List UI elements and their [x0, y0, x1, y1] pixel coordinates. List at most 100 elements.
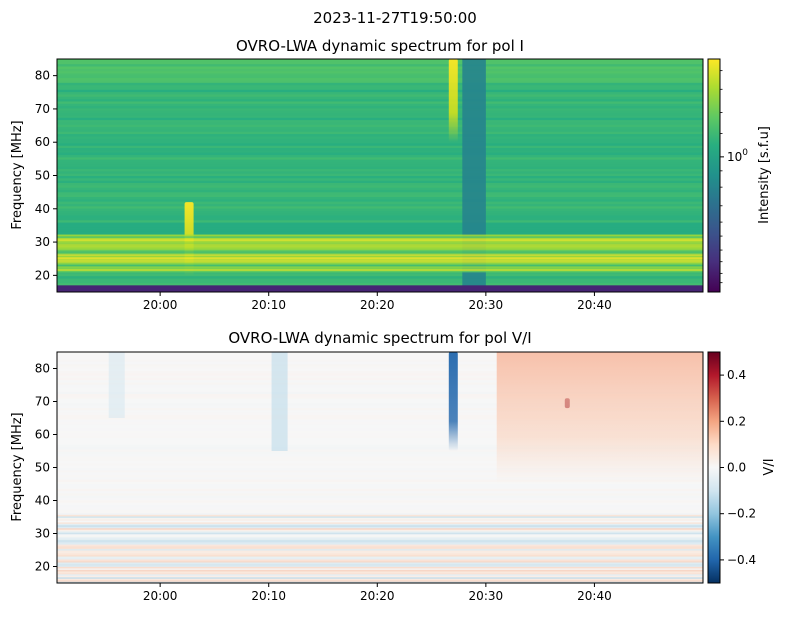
heatmap-row [57, 504, 703, 508]
rfi-stripe [57, 252, 703, 255]
heatmap-row [57, 271, 703, 274]
heatmap-row [57, 412, 703, 415]
x-tick-label: 20:10 [251, 589, 286, 603]
heatmap-row [57, 458, 703, 462]
heatmap-row [57, 75, 703, 79]
heatmap-row [57, 449, 703, 452]
x-tick-label: 20:00 [143, 298, 178, 312]
heatmap-row [57, 352, 703, 355]
panel-pol-i-title: OVRO-LWA dynamic spectrum for pol I [236, 37, 524, 55]
heatmap-row [57, 453, 703, 457]
rfi-stripe [57, 529, 703, 532]
heatmap-row [57, 382, 703, 385]
heatmap-row [57, 435, 703, 438]
heatmap-row [57, 423, 703, 427]
figure-suptitle: 2023-11-27T19:50:00 [313, 9, 477, 27]
rfi-stripe [57, 516, 703, 518]
heatmap-row [57, 77, 703, 81]
heatmap-row [57, 86, 703, 90]
y-tick-label: 50 [35, 169, 50, 183]
heatmap-row [57, 379, 703, 383]
heatmap-row [57, 509, 703, 512]
rfi-stripe [57, 237, 703, 240]
heatmap-row [57, 273, 703, 277]
heatmap-row [57, 219, 703, 223]
heatmap-row [57, 180, 703, 183]
rfi-stripe [57, 566, 703, 569]
heatmap-row [57, 201, 703, 204]
x-tick-label: 20:30 [469, 298, 504, 312]
heatmap-row [57, 105, 703, 109]
rfi-stripe [57, 539, 703, 542]
heatmap-row [57, 416, 703, 420]
rfi-stripe [57, 257, 703, 259]
heatmap-row [57, 229, 703, 232]
heatmap-row [57, 61, 703, 65]
heatmap-row [57, 418, 703, 422]
heatmap-row [57, 84, 703, 88]
heatmap-row [57, 368, 703, 371]
rfi-stripe [57, 559, 703, 562]
heatmap-row [57, 483, 703, 487]
heatmap-row [57, 476, 703, 480]
heatmap-row [57, 444, 703, 448]
heatmap-row [57, 168, 703, 172]
radio-burst [448, 59, 458, 143]
rfi-stripe [57, 519, 703, 521]
heatmap-row [57, 372, 703, 376]
rfi-stripe [57, 239, 703, 241]
rfi-stripe [57, 531, 703, 533]
data-gap-column [462, 59, 486, 292]
rfi-stripe [57, 568, 703, 570]
heatmap-row [57, 198, 703, 202]
heatmap-row [57, 231, 703, 235]
y-tick-label: 60 [35, 428, 50, 442]
pol-vi-y-axis: 20 30 40 50 60 70 80 [35, 362, 57, 574]
rfi-stripe [57, 553, 703, 556]
heatmap-row [57, 119, 703, 123]
rfi-stripe [57, 533, 703, 536]
rfi-stripe [57, 525, 703, 527]
heatmap-row [57, 191, 703, 195]
rfi-stripe [57, 569, 703, 572]
rfi-stripe [57, 535, 703, 538]
heatmap-row [57, 474, 703, 478]
heatmap-row [57, 210, 703, 214]
heatmap-row [57, 495, 703, 499]
heatmap-row [57, 194, 703, 197]
colorbar-tick-label: 0.0 [727, 461, 746, 475]
heatmap-row [57, 177, 703, 181]
rfi-stripe [57, 266, 703, 268]
rfi-stripe [57, 249, 703, 252]
heatmap-row [57, 439, 703, 443]
heatmap-row [57, 103, 703, 107]
rfi-stripe [57, 545, 703, 548]
rfi-stripe [57, 574, 703, 576]
rfi-stripe [57, 565, 703, 567]
heatmap-row [57, 386, 703, 390]
heatmap-row [57, 142, 703, 146]
heatmap-row [57, 499, 703, 503]
rfi-stripe [57, 264, 703, 267]
rfi-stripe [57, 557, 703, 560]
heatmap-row [57, 91, 703, 95]
heatmap-row [57, 506, 703, 510]
heatmap-row [57, 133, 703, 137]
heatmap-row [57, 462, 703, 466]
pol-i-colorbar [707, 58, 721, 293]
pol-i-x-axis: 20:00 20:10 20:20 20:30 20:40 [143, 292, 612, 312]
positive-polarization-region [496, 352, 703, 484]
heatmap-row [57, 402, 703, 406]
colorbar-tick-label: 0.4 [727, 368, 746, 382]
heatmap-row [57, 100, 703, 104]
pol-i-y-axis: 20 30 40 50 60 70 80 [35, 69, 57, 282]
pol-vi-colorbar-ticks: −0.4 −0.2 0.0 0.2 0.4 [720, 368, 756, 567]
heatmap-row [57, 497, 703, 501]
heatmap-row [57, 149, 703, 153]
heatmap-row [57, 467, 703, 471]
rfi-stripe [57, 548, 703, 551]
rfi-stripe [57, 520, 703, 523]
rfi-stripe [57, 571, 703, 573]
pol-i-y-axis-label: Frequency [MHz] [10, 120, 25, 229]
